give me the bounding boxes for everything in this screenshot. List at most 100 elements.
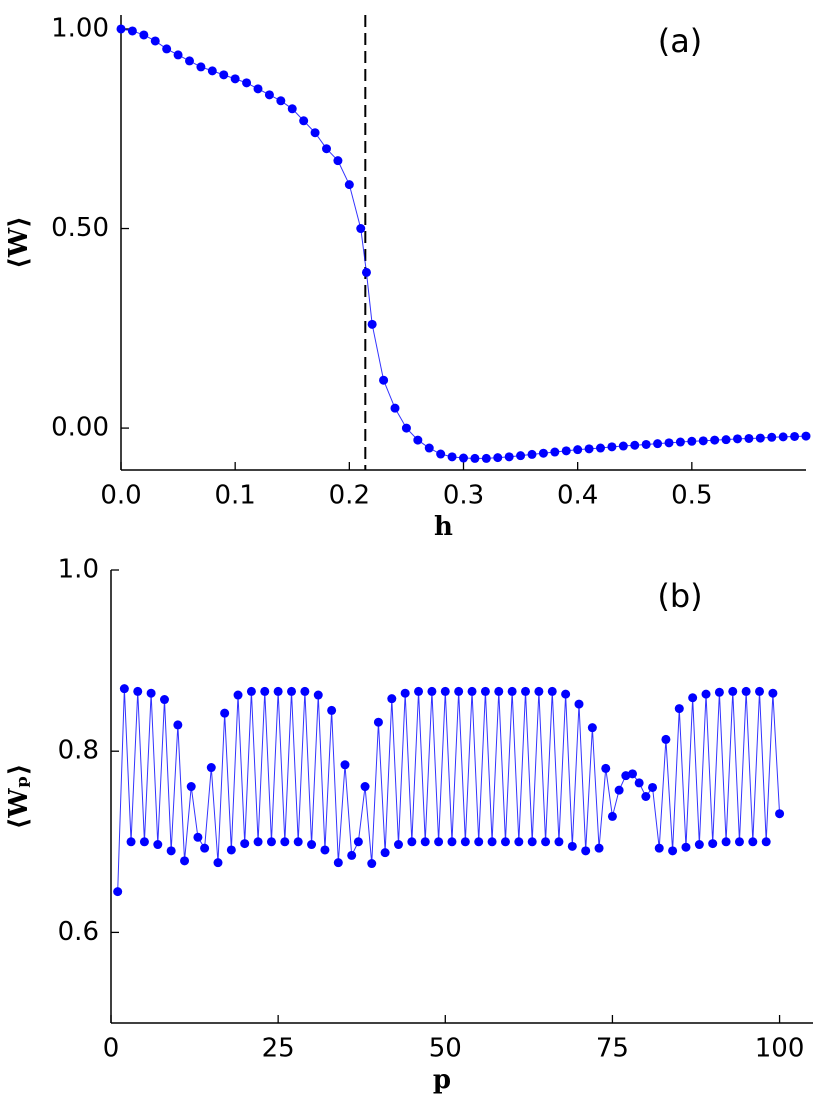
data-point bbox=[694, 840, 704, 850]
data-point bbox=[748, 837, 758, 847]
y-tick-label: 0.6 bbox=[58, 917, 99, 947]
x-axis-label: p bbox=[433, 1065, 451, 1095]
data-point bbox=[246, 686, 256, 696]
data-point bbox=[710, 435, 720, 445]
x-tick-label: 0.3 bbox=[443, 481, 484, 511]
data-point bbox=[280, 837, 290, 847]
data-point bbox=[487, 837, 497, 847]
x-tick-label: 100 bbox=[755, 1034, 805, 1064]
data-point bbox=[162, 44, 172, 54]
data-point bbox=[467, 686, 477, 696]
data-point bbox=[200, 843, 210, 853]
data-point bbox=[333, 156, 343, 166]
data-point bbox=[481, 453, 491, 463]
data-point bbox=[574, 699, 584, 709]
data-point bbox=[427, 686, 437, 696]
data-point bbox=[733, 434, 742, 444]
data-point bbox=[668, 846, 678, 856]
data-point bbox=[778, 432, 788, 442]
data-point bbox=[634, 778, 644, 788]
data-point bbox=[641, 792, 651, 801]
panel-label: (b) bbox=[657, 577, 702, 615]
data-point bbox=[601, 763, 611, 773]
data-point bbox=[390, 403, 400, 413]
data-point bbox=[407, 837, 417, 847]
data-point bbox=[307, 840, 317, 850]
data-point bbox=[618, 441, 628, 451]
x-tick-label: 50 bbox=[429, 1034, 462, 1064]
data-point bbox=[320, 845, 330, 855]
data-point bbox=[287, 686, 297, 696]
data-point bbox=[470, 453, 480, 463]
data-point bbox=[260, 686, 270, 696]
y-tick-label: 0.8 bbox=[58, 736, 99, 766]
data-point bbox=[253, 837, 263, 847]
data-point bbox=[721, 837, 731, 847]
data-point bbox=[253, 84, 263, 94]
data-point bbox=[126, 837, 136, 847]
data-point bbox=[424, 443, 434, 453]
data-point bbox=[474, 837, 484, 847]
data-point bbox=[193, 832, 203, 842]
data-point bbox=[242, 78, 252, 88]
x-tick-label: 0.5 bbox=[671, 481, 712, 511]
data-point bbox=[561, 689, 571, 699]
data-point bbox=[801, 431, 811, 441]
data-point bbox=[681, 842, 691, 852]
data-point bbox=[116, 24, 126, 34]
data-point bbox=[561, 446, 571, 456]
data-point bbox=[266, 837, 276, 847]
data-point bbox=[534, 686, 544, 696]
data-point bbox=[541, 837, 551, 847]
data-point bbox=[213, 858, 223, 868]
data-point bbox=[322, 144, 331, 154]
data-point bbox=[661, 734, 671, 744]
data-point bbox=[514, 837, 524, 847]
data-point bbox=[675, 437, 685, 447]
data-point bbox=[734, 837, 744, 847]
data-point bbox=[507, 686, 517, 696]
data-point bbox=[207, 66, 217, 76]
data-point bbox=[139, 30, 149, 40]
data-point bbox=[264, 90, 274, 100]
data-point bbox=[113, 887, 123, 897]
x-tick-label: 0.2 bbox=[329, 481, 370, 511]
data-point bbox=[521, 686, 531, 696]
data-point bbox=[554, 837, 564, 847]
data-point bbox=[310, 128, 320, 138]
data-point bbox=[356, 224, 366, 234]
data-point bbox=[459, 453, 468, 463]
data-point bbox=[755, 433, 765, 443]
data-point bbox=[516, 451, 526, 461]
data-point bbox=[460, 837, 470, 847]
data-point bbox=[219, 70, 229, 80]
data-point bbox=[436, 449, 446, 459]
y-tick-label: 1.0 bbox=[58, 555, 99, 585]
data-point bbox=[420, 837, 430, 847]
data-point bbox=[607, 442, 617, 452]
data-point bbox=[674, 704, 684, 714]
data-point bbox=[744, 433, 754, 443]
data-point bbox=[755, 686, 765, 696]
data-point bbox=[567, 841, 577, 851]
data-point bbox=[299, 116, 309, 126]
data-point bbox=[654, 843, 664, 853]
data-point bbox=[641, 439, 651, 449]
data-point bbox=[393, 840, 403, 850]
data-point bbox=[361, 267, 371, 277]
data-point bbox=[581, 846, 591, 856]
data-point bbox=[454, 686, 464, 696]
x-axis-label: h bbox=[434, 512, 453, 542]
data-point bbox=[538, 448, 548, 458]
data-point bbox=[133, 686, 143, 696]
data-point bbox=[714, 687, 724, 697]
data-point bbox=[180, 856, 190, 866]
data-point bbox=[434, 837, 444, 847]
data-point bbox=[721, 435, 731, 445]
data-point bbox=[166, 846, 176, 856]
data-point bbox=[367, 859, 377, 869]
data-point bbox=[607, 811, 617, 821]
series-line bbox=[120, 28, 807, 459]
data-point bbox=[159, 695, 169, 705]
data-point bbox=[653, 439, 663, 449]
